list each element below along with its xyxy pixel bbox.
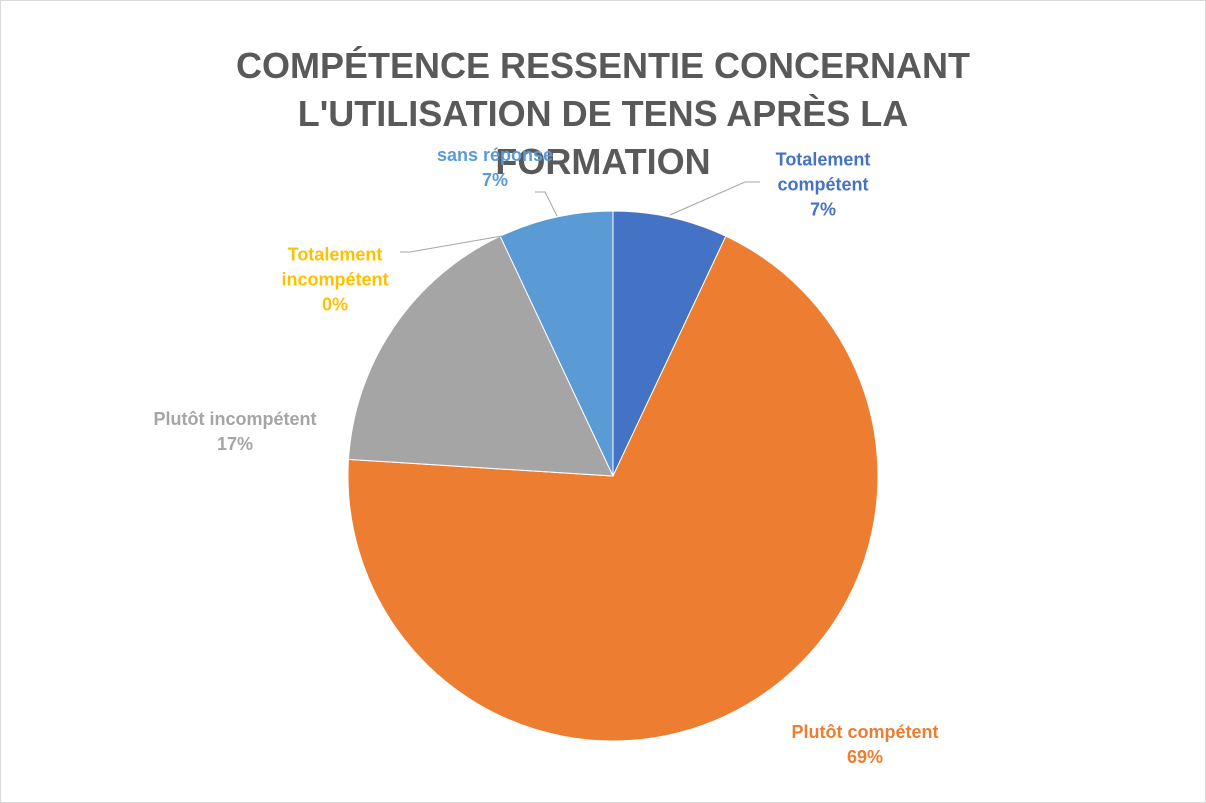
data-label: Totalement incompétent 0% — [255, 243, 415, 318]
pie-slice — [347, 235, 614, 477]
label-category: Plutôt incompétent — [153, 409, 317, 429]
label-value: 7% — [809, 199, 836, 220]
label-category: Totalement compétent — [775, 149, 871, 195]
data-label: Plutôt compétent 69% — [755, 720, 975, 770]
leader-line — [535, 191, 558, 217]
label-value: 7% — [481, 170, 508, 190]
pie-slice — [612, 210, 727, 477]
leader-line — [669, 181, 760, 216]
label-value: 69% — [846, 747, 884, 767]
data-label: Plutôt incompétent 17% — [105, 407, 365, 457]
label-value: 17% — [216, 434, 254, 454]
chart-title: COMPÉTENCE RESSENTIE CONCERNANT L'UTILIS… — [235, 45, 971, 182]
leader-line — [400, 235, 503, 253]
data-label: Totalement compétent 7% — [748, 148, 898, 223]
label-category: Totalement incompétent — [281, 244, 389, 290]
pie-slice — [499, 210, 614, 477]
label-value: 0% — [321, 294, 348, 315]
label-category: Plutôt compétent — [791, 722, 939, 742]
label-category: sans réponse — [436, 145, 554, 165]
data-label: sans réponse 7% — [395, 143, 595, 193]
pie-slice — [347, 235, 879, 742]
